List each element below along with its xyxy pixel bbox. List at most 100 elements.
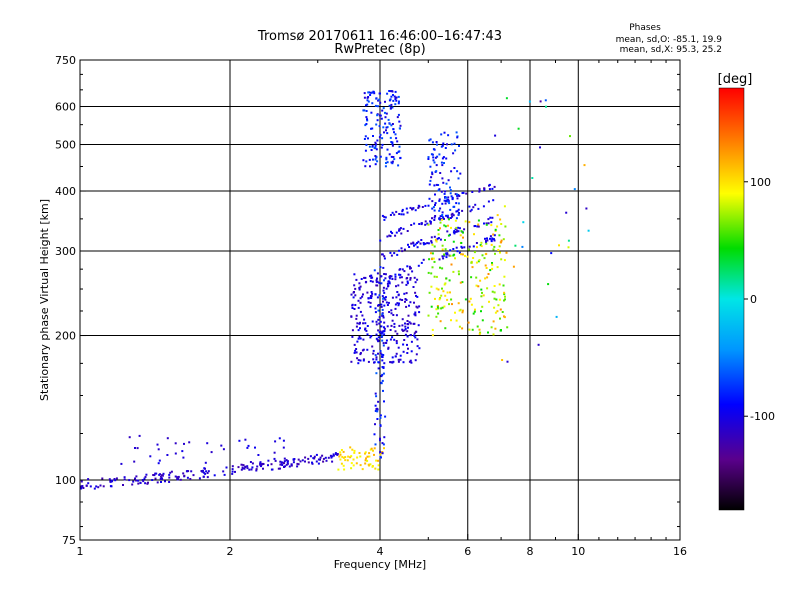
data-point: [407, 347, 409, 350]
data-point: [460, 245, 463, 248]
data-point: [447, 224, 449, 227]
data-point: [452, 270, 455, 273]
data-point: [449, 254, 452, 257]
data-point: [435, 240, 438, 243]
data-point: [381, 109, 384, 112]
data-point: [384, 216, 387, 219]
data-point: [477, 285, 480, 288]
data-point: [364, 149, 367, 152]
data-point: [417, 324, 420, 327]
data-point: [403, 270, 406, 273]
data-point: [477, 260, 480, 263]
data-point: [461, 327, 464, 330]
data-point: [407, 326, 409, 329]
data-point: [278, 437, 281, 440]
data-point: [374, 423, 376, 426]
data-point: [380, 305, 383, 308]
data-point: [204, 472, 207, 475]
data-point: [500, 258, 503, 261]
grid: [80, 60, 680, 540]
data-point: [359, 353, 362, 356]
data-point: [365, 280, 368, 283]
chart-subtitle: RwPretec (8p): [334, 42, 425, 57]
data-point: [512, 265, 515, 268]
data-point: [410, 361, 413, 364]
data-point: [352, 464, 355, 467]
data-point: [279, 467, 281, 470]
data-point: [411, 208, 414, 211]
data-point: [110, 479, 113, 482]
data-point: [325, 459, 328, 462]
data-point: [133, 460, 136, 463]
data-point: [255, 468, 258, 471]
data-point: [186, 470, 189, 472]
data-point: [372, 349, 375, 352]
data-point: [468, 221, 471, 224]
data-point: [496, 266, 499, 269]
data-point: [319, 458, 321, 461]
data-point: [431, 266, 434, 269]
data-point: [149, 455, 152, 458]
data-point: [222, 470, 225, 473]
data-point: [501, 359, 504, 361]
data-point: [489, 237, 491, 240]
data-point: [537, 343, 540, 346]
data-point: [408, 360, 411, 363]
data-point: [384, 298, 387, 301]
data-point: [286, 462, 289, 465]
data-point: [427, 204, 430, 207]
data-point: [374, 293, 377, 296]
data-point: [397, 346, 400, 349]
data-point: [381, 452, 384, 455]
data-point: [381, 359, 384, 362]
data-point: [385, 129, 387, 132]
data-point: [251, 466, 254, 469]
x-tick-label: 6: [464, 545, 471, 558]
data-point: [441, 218, 443, 221]
data-point: [87, 482, 90, 485]
data-point: [389, 214, 392, 216]
data-point: [384, 296, 387, 299]
data-point: [362, 322, 365, 325]
data-point: [383, 218, 386, 221]
data-point: [457, 213, 460, 216]
data-point: [416, 242, 419, 244]
data-point: [355, 278, 358, 281]
data-point: [386, 304, 389, 306]
data-point: [406, 277, 409, 279]
data-point: [123, 478, 126, 481]
data-point: [485, 252, 488, 255]
data-point: [255, 469, 258, 472]
data-point: [380, 332, 383, 335]
data-point: [485, 223, 488, 226]
data-point: [455, 202, 458, 205]
data-point: [449, 192, 452, 195]
data-point: [352, 458, 355, 461]
data-point: [436, 143, 438, 146]
data-point: [367, 360, 370, 363]
data-point: [452, 240, 455, 243]
data-point: [503, 291, 506, 294]
data-point: [428, 139, 431, 142]
data-point: [501, 311, 504, 313]
data-point: [368, 455, 371, 458]
data-point: [460, 253, 463, 256]
data-point: [394, 98, 397, 100]
data-point: [456, 210, 459, 213]
data-point: [207, 470, 210, 473]
data-point: [378, 136, 381, 139]
data-point: [406, 211, 409, 214]
data-point: [292, 461, 295, 464]
data-point: [471, 191, 474, 193]
data-point: [390, 254, 393, 257]
data-point: [478, 190, 481, 193]
data-point: [401, 210, 404, 213]
data-point: [384, 277, 387, 280]
data-point: [573, 188, 576, 191]
data-point: [471, 266, 474, 269]
data-point: [369, 296, 372, 299]
data-point: [355, 348, 358, 350]
data-point: [396, 332, 399, 335]
data-point: [364, 452, 366, 455]
